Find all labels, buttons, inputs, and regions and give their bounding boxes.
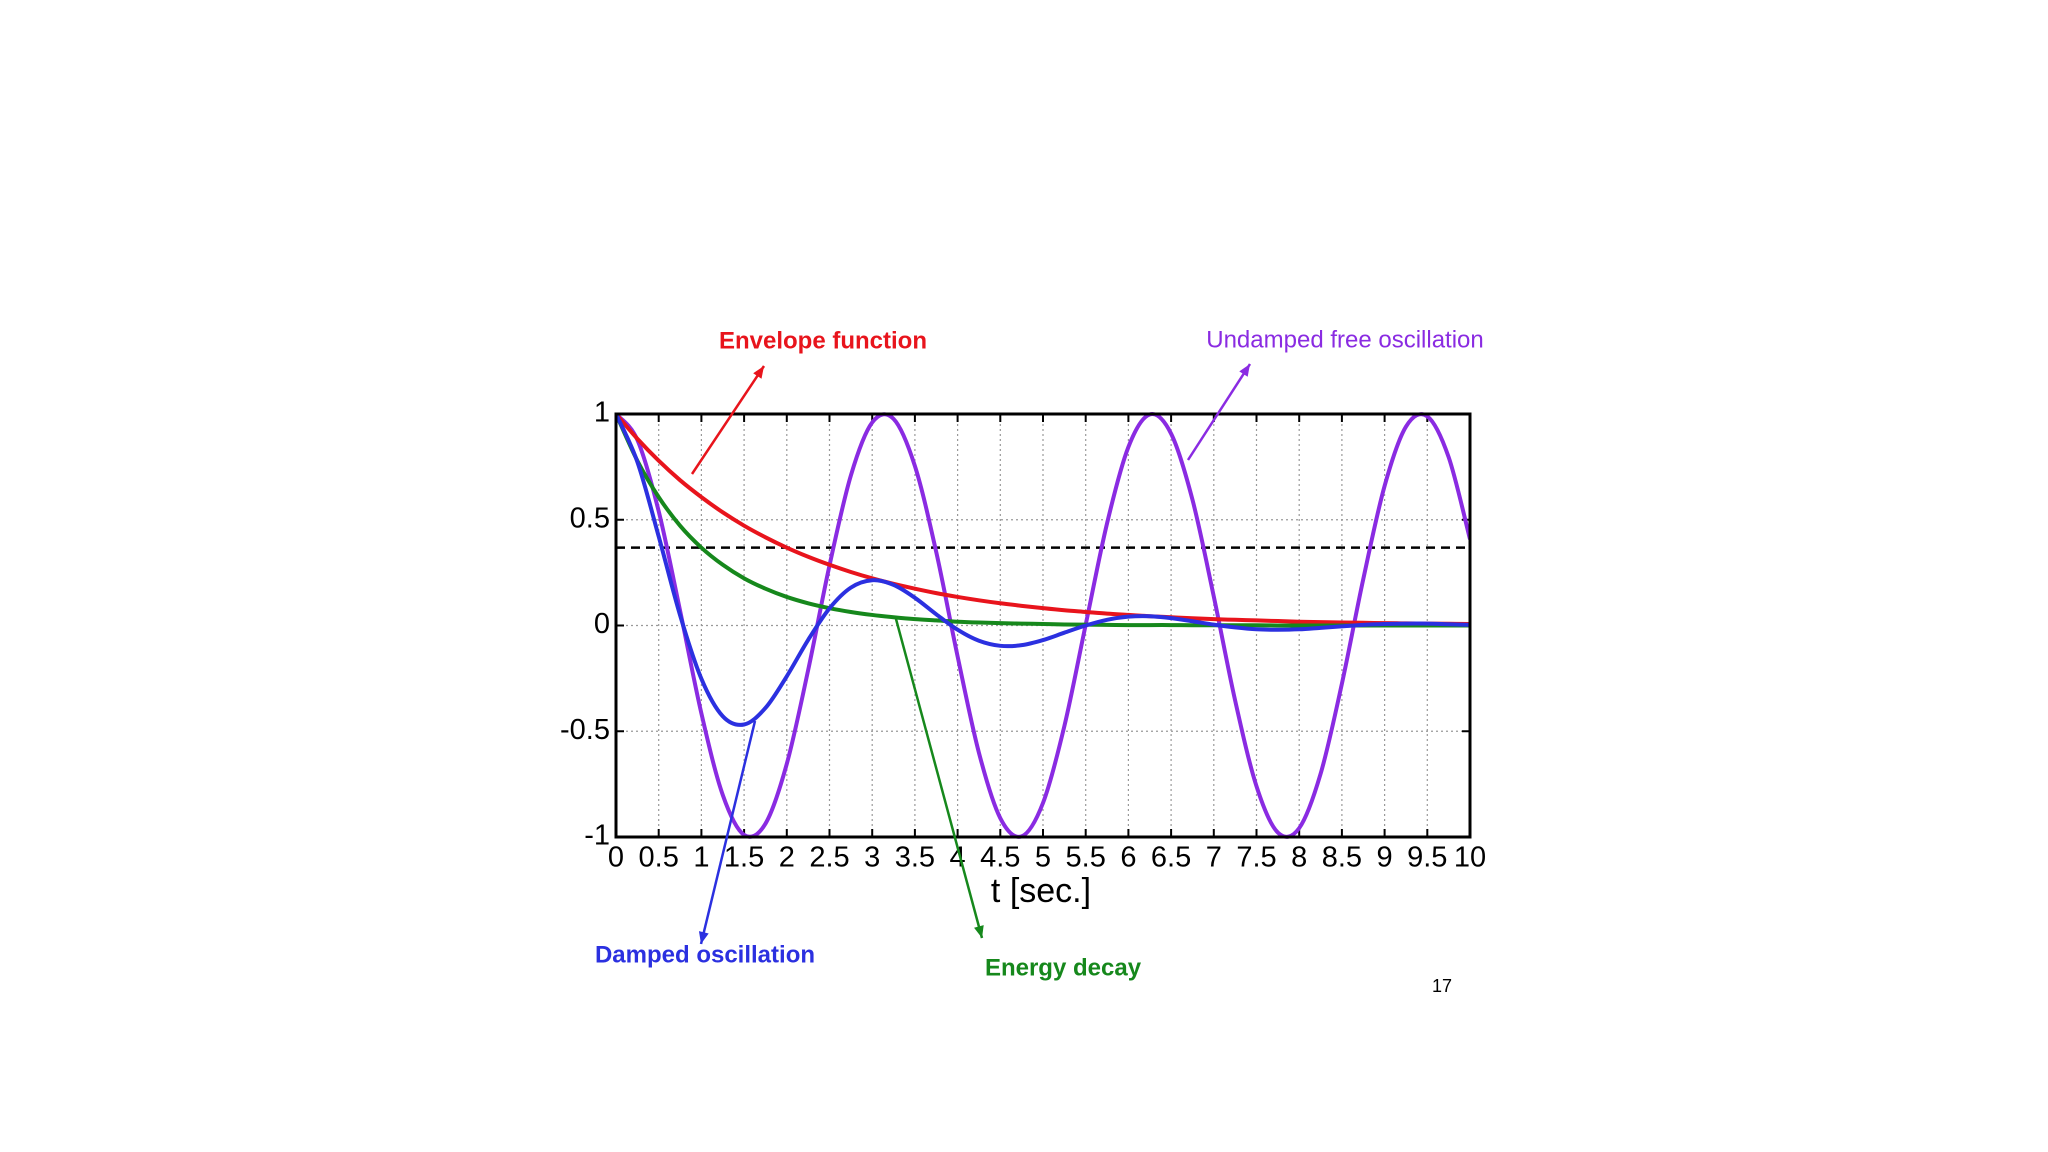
y-tick-label: 0.5 [570, 502, 610, 534]
plot-area [616, 412, 1470, 839]
plot-frame [614, 412, 1472, 839]
data-line [616, 412, 1470, 839]
annotation-arrow [699, 720, 757, 945]
arrow-head [753, 366, 764, 379]
x-tick-label: 5.5 [1066, 842, 1106, 874]
annotation-label: Damped oscillation [595, 941, 815, 968]
x-tick-label: 6.5 [1151, 842, 1191, 874]
annotation-arrow [690, 365, 766, 475]
annotation-arrow [1186, 363, 1252, 461]
x-tick-label: 1.5 [724, 842, 764, 874]
y-tick-label: -1 [584, 820, 610, 852]
annotation-label: Undamped free oscillation [1206, 326, 1484, 353]
x-tick-label: 2 [779, 842, 795, 874]
x-tick-label: 10 [1454, 842, 1486, 874]
x-tick-label: 3 [864, 842, 880, 874]
x-tick-label: 9 [1377, 842, 1393, 874]
x-tick-label: 7 [1206, 842, 1222, 874]
arrow-head [1239, 364, 1250, 377]
x-tick-label: 6 [1120, 842, 1136, 874]
x-axis-label: t [sec.] [991, 872, 1091, 910]
annotation-arrow [894, 618, 984, 939]
x-tick-label: 8.5 [1322, 842, 1362, 874]
x-tick-label: 0.5 [639, 842, 679, 874]
x-tick-label: 5 [1035, 842, 1051, 874]
x-tick-label: 3.5 [895, 842, 935, 874]
data-line [616, 412, 1470, 627]
x-tick-label: 4.5 [980, 842, 1020, 874]
annotation-label: Energy decay [985, 954, 1142, 981]
x-tick-label: 9.5 [1407, 842, 1447, 874]
x-tick-label: 2.5 [809, 842, 849, 874]
x-tick-label: 8 [1291, 842, 1307, 874]
x-tick-label: 0 [608, 842, 624, 874]
arrow-head [974, 925, 984, 938]
x-tick-label: 7.5 [1236, 842, 1276, 874]
data-line [616, 413, 1470, 727]
annotation-label: Envelope function [719, 327, 927, 354]
x-tick-label: 1 [693, 842, 709, 874]
y-tick-label: -0.5 [560, 714, 610, 746]
y-tick-label: 0 [594, 608, 610, 640]
arrow-head [698, 931, 709, 944]
y-tick-label: 1 [594, 397, 610, 429]
page-number: 17 [1432, 976, 1452, 996]
